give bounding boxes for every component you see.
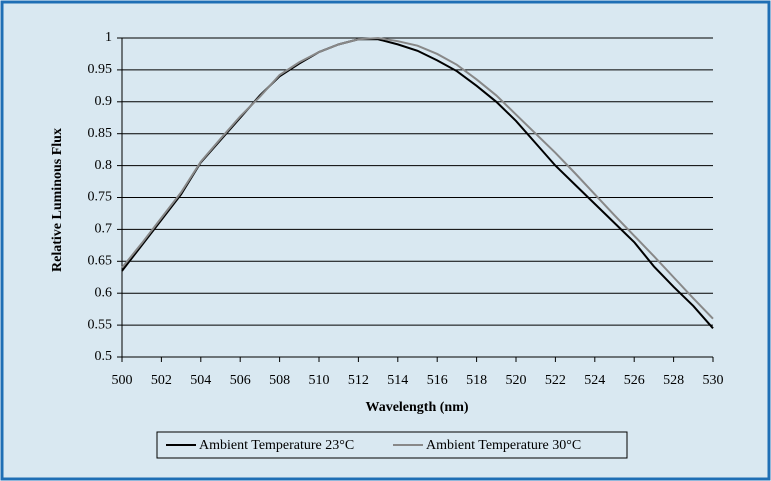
y-tick-label: 0.5 (95, 349, 113, 364)
x-tick-label: 526 (624, 373, 645, 388)
series-line (121, 36, 714, 320)
x-tick-label: 514 (387, 373, 408, 388)
x-tick-label: 518 (466, 373, 487, 388)
x-tick-label: 502 (151, 373, 172, 388)
legend-label: Ambient Temperature 23°C (199, 438, 354, 453)
x-tick-label: 530 (703, 373, 724, 388)
x-axis-label: Wavelength (nm) (365, 400, 468, 415)
x-tick-label: 506 (230, 373, 251, 388)
y-tick-label: 1 (105, 30, 112, 45)
y-tick-label: 0.85 (88, 126, 113, 141)
y-tick-label: 0.9 (95, 94, 113, 109)
x-tick-label: 500 (112, 373, 133, 388)
y-tick-label: 0.95 (88, 62, 113, 77)
x-tick-label: 528 (663, 373, 684, 388)
x-tick-label: 522 (545, 373, 566, 388)
y-tick-label: 0.8 (95, 158, 113, 173)
x-tick-label: 510 (309, 373, 330, 388)
legend-label: Ambient Temperature 30°C (426, 438, 581, 453)
y-tick-label: 0.7 (95, 222, 113, 237)
y-tick-label: 0.55 (88, 317, 113, 332)
x-tick-label: 512 (348, 373, 369, 388)
legend (156, 431, 628, 459)
x-tick-label: 516 (427, 373, 448, 388)
y-tick-label: 0.75 (88, 190, 113, 205)
y-tick-label: 0.65 (88, 254, 113, 269)
y-tick-label: 0.6 (95, 285, 113, 300)
x-tick-label: 504 (190, 373, 211, 388)
x-tick-label: 524 (584, 373, 605, 388)
x-tick-label: 520 (506, 373, 527, 388)
y-axis-label: Relative Luminous Flux (50, 128, 65, 272)
x-tick-label: 508 (269, 373, 290, 388)
